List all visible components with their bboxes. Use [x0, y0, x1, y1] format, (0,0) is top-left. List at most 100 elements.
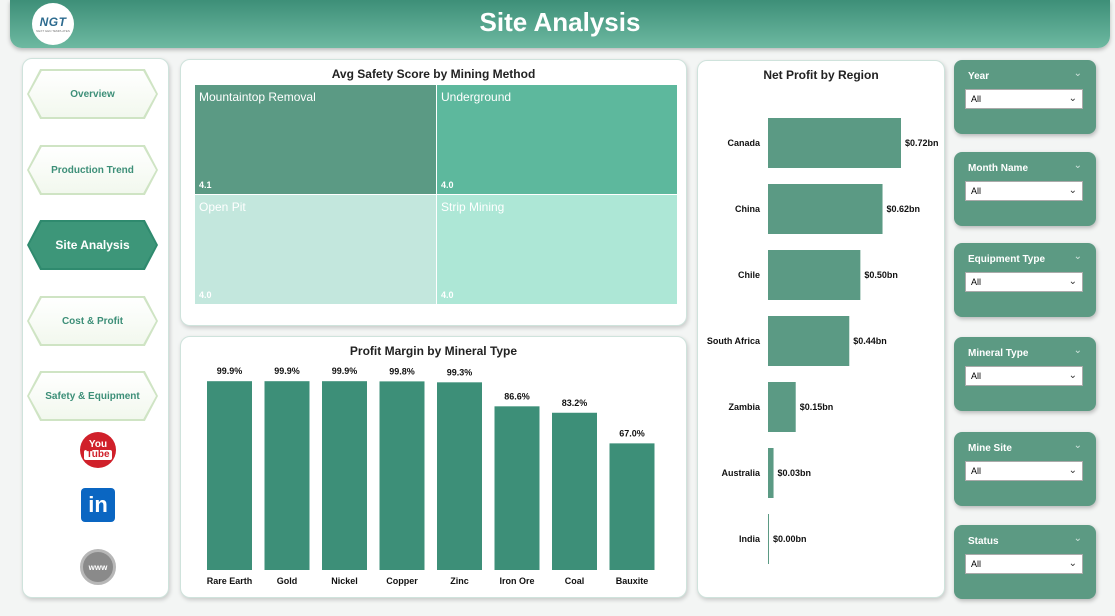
- mine-site-dropdown[interactable]: All ⌄: [965, 461, 1083, 481]
- chevron-down-icon[interactable]: ⌄: [1073, 440, 1082, 451]
- treemap-cell-strip-mining[interactable]: Strip Mining 4.0: [437, 195, 677, 304]
- filter-month-name: Month Name ⌄ All ⌄: [954, 152, 1096, 226]
- linkedin-text: in: [88, 492, 108, 517]
- youtube-text-bottom: Tube: [84, 449, 112, 460]
- chevron-down-icon[interactable]: ⌄: [1073, 160, 1082, 171]
- profit-margin-chart-panel: Profit Margin by Mineral Type 99.9% Rare …: [180, 336, 687, 598]
- bar-gold[interactable]: [264, 381, 310, 570]
- dropdown-value: All: [971, 371, 982, 381]
- bar-value-label: $0.72bn: [905, 138, 939, 148]
- filter-label: Mineral Type: [968, 348, 1029, 359]
- treemap-title: Avg Safety Score by Mining Method: [331, 67, 536, 81]
- chevron-down-icon[interactable]: ⌄: [1073, 68, 1082, 79]
- x-tick-label: Nickel: [331, 576, 358, 586]
- y-tick-label: India: [739, 534, 761, 544]
- treemap-cell-name: Underground: [441, 90, 512, 104]
- bar-value-label: 99.9%: [332, 366, 358, 376]
- bar-zinc[interactable]: [437, 382, 482, 570]
- filter-label: Month Name: [968, 163, 1028, 174]
- web-globe-icon[interactable]: www: [80, 549, 116, 585]
- treemap-cell-mountaintop-removal[interactable]: Mountaintop Removal 4.1: [195, 85, 436, 194]
- equipment-type-dropdown[interactable]: All ⌄: [965, 272, 1083, 292]
- bar-value-label: $0.44bn: [853, 336, 887, 346]
- dropdown-value: All: [971, 186, 982, 196]
- bar-value-label: 99.8%: [389, 366, 415, 376]
- chevron-down-icon[interactable]: ⌄: [1073, 345, 1082, 356]
- treemap-cell-value: 4.0: [199, 290, 212, 300]
- chevron-down-icon: ⌄: [1068, 465, 1077, 476]
- bar-value-label: $0.62bn: [887, 204, 921, 214]
- chevron-down-icon[interactable]: ⌄: [1073, 533, 1082, 544]
- treemap-cell-name: Mountaintop Removal: [199, 90, 316, 104]
- bar-value-label: 99.9%: [217, 366, 243, 376]
- nav-label: Overview: [70, 88, 115, 100]
- bar-value-label: 83.2%: [562, 398, 588, 408]
- bar-australia[interactable]: [768, 448, 774, 498]
- nav-label: Safety & Equipment: [45, 390, 140, 402]
- youtube-icon[interactable]: You Tube: [80, 432, 116, 468]
- filter-label: Year: [968, 71, 990, 82]
- filter-mineral-type: Mineral Type ⌄ All ⌄: [954, 337, 1096, 411]
- bar-copper[interactable]: [379, 381, 425, 570]
- x-tick-label: Gold: [277, 576, 298, 586]
- bar-coal[interactable]: [552, 412, 597, 570]
- bar-bauxite[interactable]: [609, 443, 655, 570]
- y-tick-label: Australia: [721, 468, 761, 478]
- dropdown-value: All: [971, 559, 982, 569]
- mineral-type-dropdown[interactable]: All ⌄: [965, 366, 1083, 386]
- year-dropdown[interactable]: All ⌄: [965, 89, 1083, 109]
- profit-margin-chart: 99.9% Rare Earth 99.9% Gold 99.9% Nickel 99.8%…: [207, 366, 655, 586]
- filter-label: Status: [968, 536, 999, 547]
- treemap-cell-value: 4.0: [441, 180, 454, 190]
- nav-site-analysis-button[interactable]: Site Analysis: [27, 220, 158, 270]
- month-name-dropdown[interactable]: All ⌄: [965, 181, 1083, 201]
- bar-china[interactable]: [768, 184, 883, 234]
- nav-safety-equipment-button[interactable]: Safety & Equipment: [27, 371, 158, 421]
- nav-label: Site Analysis: [55, 238, 130, 252]
- dropdown-value: All: [971, 466, 982, 476]
- net-profit-chart: Canada $0.72bn China $0.62bn Chile $0.50bn Sou…: [707, 118, 939, 564]
- safety-score-treemap-panel: Avg Safety Score by Mining Method Mounta…: [180, 59, 687, 326]
- bar-value-label: $0.50bn: [864, 270, 898, 280]
- page-title: Site Analysis: [479, 7, 641, 37]
- treemap-cell-open-pit[interactable]: Open Pit 4.0: [195, 195, 436, 304]
- filter-year: Year ⌄ All ⌄: [954, 60, 1096, 134]
- treemap-cell-value: 4.0: [441, 290, 454, 300]
- bar-india[interactable]: [768, 514, 769, 564]
- bar-zambia[interactable]: [768, 382, 796, 432]
- web-text: www: [88, 562, 108, 572]
- nav-cost-profit-button[interactable]: Cost & Profit: [27, 296, 158, 346]
- bar-iron-ore[interactable]: [494, 406, 540, 570]
- x-tick-label: Bauxite: [616, 576, 649, 586]
- nav-panel: Overview Production Trend Site Analysis …: [22, 58, 169, 598]
- treemap-cell-name: Strip Mining: [441, 200, 505, 214]
- company-logo: NGT NEXT GEN TEMPLATES: [32, 3, 74, 45]
- nav-overview-button[interactable]: Overview: [27, 69, 158, 119]
- filter-mine-site: Mine Site ⌄ All ⌄: [954, 432, 1096, 506]
- dropdown-value: All: [971, 277, 982, 287]
- net-profit-chart-panel: Net Profit by Region Canada $0.72bn China $…: [697, 60, 945, 598]
- bar-canada[interactable]: [768, 118, 901, 168]
- y-tick-label: South Africa: [707, 336, 761, 346]
- status-dropdown[interactable]: All ⌄: [965, 554, 1083, 574]
- y-tick-label: China: [735, 204, 761, 214]
- treemap-cell-underground[interactable]: Underground 4.0: [437, 85, 677, 194]
- bar-nickel[interactable]: [322, 381, 367, 570]
- linkedin-icon[interactable]: in: [81, 488, 115, 522]
- x-tick-label: Rare Earth: [207, 576, 253, 586]
- y-tick-label: Zambia: [728, 402, 761, 412]
- bar-value-label: $0.15bn: [800, 402, 834, 412]
- y-tick-label: Chile: [738, 270, 760, 280]
- x-tick-label: Coal: [565, 576, 585, 586]
- bar-rare-earth[interactable]: [207, 381, 252, 570]
- x-tick-label: Zinc: [450, 576, 469, 586]
- chevron-down-icon: ⌄: [1068, 276, 1077, 287]
- bar-value-label: 67.0%: [619, 428, 645, 438]
- filter-label: Mine Site: [968, 443, 1012, 454]
- chevron-down-icon[interactable]: ⌄: [1073, 251, 1082, 262]
- bar-chile[interactable]: [768, 250, 861, 300]
- bar-south-africa[interactable]: [768, 316, 850, 366]
- filter-status: Status ⌄ All ⌄: [954, 525, 1096, 599]
- nav-production-trend-button[interactable]: Production Trend: [27, 145, 158, 195]
- header-bar: NGT NEXT GEN TEMPLATES Site Analysis: [10, 0, 1110, 48]
